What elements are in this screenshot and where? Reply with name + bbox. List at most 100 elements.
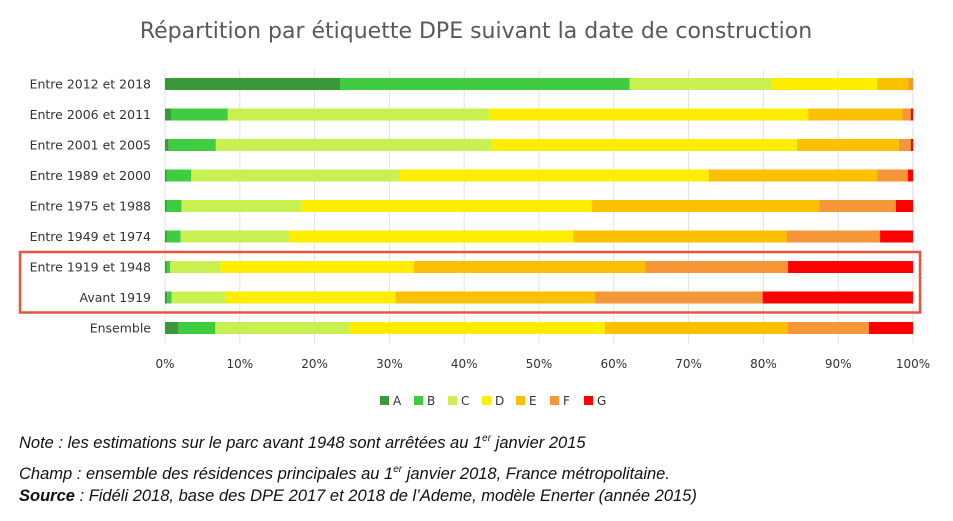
x-tick-label: 30% [376,357,403,371]
bar-segment [488,108,809,121]
legend-label: D [495,394,504,408]
bar-segment [819,200,896,212]
x-tick-label: 10% [226,357,253,371]
bar-segment [895,200,913,212]
bar-segment [902,108,911,121]
category-label: Entre 1989 et 2000 [30,168,151,183]
bar-segment [797,139,899,151]
legend-swatch [516,396,525,405]
bar-segment [165,291,168,304]
bar-segment [225,291,396,304]
bar-segment [181,200,302,212]
legend-label: E [529,394,537,408]
highlight-box [18,250,922,314]
bar-segment [171,291,226,304]
category-label: Avant 1919 [80,290,152,305]
legend-label: B [427,394,435,408]
bar-segment [629,78,772,90]
x-tick-label: 40% [451,357,478,371]
bar-segment [165,78,341,90]
bar-segment [898,139,911,151]
bar-segment [165,261,167,273]
notes-block: Note : les estimations sur le parc avant… [19,432,939,507]
bar-segment [220,261,415,273]
bar-segment [165,139,169,151]
legend-swatch [414,396,423,405]
bar-segment [907,169,913,182]
bar-segment [908,78,913,90]
bar-segment [166,169,192,182]
bar-segment [414,261,646,273]
x-tick-labels: 0% 10% 20% 30% 40% 50% 60% 70% 80% 90% 100% [155,357,930,371]
source-line: Source : Fidéli 2018, base des DPE 2017 … [19,485,939,507]
bar-segment [349,322,605,334]
bar-segment [165,322,179,334]
champ-text: Champ : ensemble des résidences principa… [19,465,394,483]
bar-segment [166,230,181,243]
bars-group [165,78,913,334]
bar-segment [877,169,908,182]
bar-segment [170,261,221,273]
legend-swatch [550,396,559,405]
bar-segment [592,200,820,212]
category-label: Entre 1949 et 1974 [30,229,151,244]
category-label: Entre 2001 et 2005 [30,138,151,153]
x-tick-label: 80% [750,357,777,371]
legend-label: C [461,394,469,408]
legend-label: G [597,394,606,408]
bar-segment [227,108,489,121]
bar-segment [880,230,913,243]
champ-superscript: er [393,464,403,475]
legend-swatch [584,396,593,405]
x-tick-label: 60% [600,357,627,371]
category-label: Entre 2012 et 2018 [30,77,151,92]
bar-segment [910,139,913,151]
champ-line: Champ : ensemble des résidences principa… [19,463,939,485]
legend: A B C D E F G [380,394,606,408]
bar-segment [165,230,167,243]
legend-swatch [448,396,457,405]
category-label: Entre 1975 et 1988 [30,199,151,214]
bar-segment [191,169,400,182]
bar-segment [910,108,913,121]
bar-segment [167,291,172,304]
bar-segment [165,108,171,121]
bar-segment [289,230,574,243]
bar-segment [708,169,878,182]
category-label: Entre 2006 et 2011 [30,107,151,122]
x-tick-label: 90% [825,357,852,371]
bar-segment [166,261,171,273]
category-labels: Entre 2012 et 2018 Entre 2006 et 2011 Entr… [30,77,152,336]
bar-segment [762,291,913,304]
bar-segment [395,291,596,304]
bar-segment [301,200,593,212]
bar-segment [868,322,913,334]
legend-label: A [393,394,402,408]
bar-segment [399,169,709,182]
bar-segment [786,230,881,243]
legend-label: F [563,394,570,408]
bar-segment [771,78,878,90]
bar-segment [604,322,788,334]
bar-segment [645,261,789,273]
x-tick-label: 20% [301,357,328,371]
x-tick-label: 70% [675,357,702,371]
source-label: Source [19,487,75,505]
category-label: Entre 1919 et 1948 [30,260,151,275]
champ-text-end: janvier 2018, France métropolitaine. [402,465,670,483]
bar-segment [170,108,228,121]
note-superscript: er [482,433,492,444]
dpe-chart: Répartition par étiquette DPE suivant la… [18,19,930,408]
bar-segment [340,78,630,90]
bar-segment [573,230,787,243]
chart-title: Répartition par étiquette DPE suivant la… [140,19,812,44]
bar-segment [491,139,798,151]
bar-segment [180,230,290,243]
note-text: Note : les estimations sur le parc avant… [19,434,483,452]
x-tick-label: 50% [526,357,553,371]
x-tick-label: 100% [896,357,930,371]
bar-segment [808,108,903,121]
bar-segment [877,78,909,90]
bar-segment [166,200,182,212]
legend-swatch [380,396,389,405]
